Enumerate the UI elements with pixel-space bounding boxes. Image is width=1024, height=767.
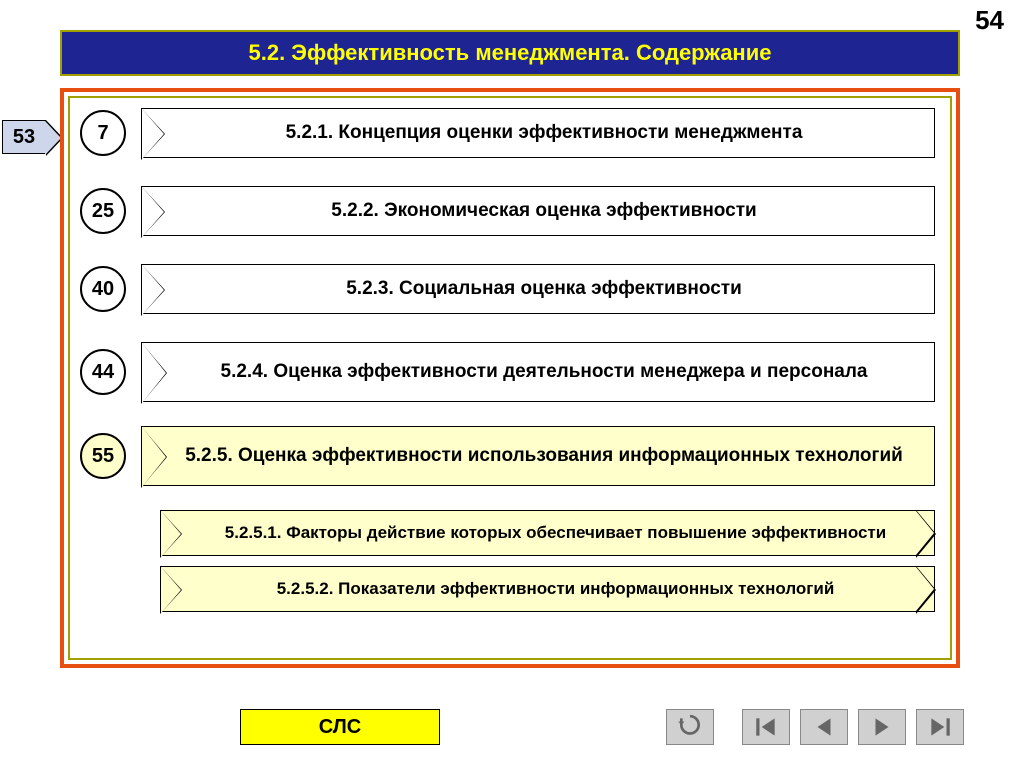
toc-subitem[interactable]: 5.2.5.2. Показатели эффективности информ… xyxy=(160,566,935,612)
return-icon xyxy=(677,714,703,740)
toc-item-label: 5.2.5. Оценка эффективности использовани… xyxy=(141,426,935,486)
toc-subitem-label: 5.2.5.1. Факторы действие которых обеспе… xyxy=(225,524,886,543)
prev-icon xyxy=(811,714,837,740)
toc-row[interactable]: 25 5.2.2. Экономическая оценка эффективн… xyxy=(80,186,935,236)
toc-item-label: 5.2.4. Оценка эффективности деятельности… xyxy=(141,342,935,402)
toc-subitem[interactable]: 5.2.5.1. Факторы действие которых обеспе… xyxy=(160,510,935,556)
content-frame: 7 5.2.1. Концепция оценки эффективности … xyxy=(60,88,960,668)
first-button[interactable] xyxy=(742,709,790,745)
page-ref-badge: 55 xyxy=(80,433,126,479)
sls-button[interactable]: СЛС xyxy=(240,709,440,745)
toc-row[interactable]: 44 5.2.4. Оценка эффективности деятельно… xyxy=(80,342,935,402)
toc-row[interactable]: 40 5.2.3. Социальная оценка эффективност… xyxy=(80,264,935,314)
page-ref-badge: 25 xyxy=(80,188,126,234)
toc-item-label: 5.2.2. Экономическая оценка эффективност… xyxy=(141,186,935,236)
toc-item-label: 5.2.1. Концепция оценки эффективности ме… xyxy=(141,108,935,158)
next-button[interactable] xyxy=(858,709,906,745)
last-icon xyxy=(927,714,953,740)
page-ref-badge: 7 xyxy=(80,110,126,156)
toc-row[interactable]: 55 5.2.5. Оценка эффективности использов… xyxy=(80,426,935,486)
page-ref-badge: 40 xyxy=(80,266,126,312)
section-title: 5.2. Эффективность менеджмента. Содержан… xyxy=(60,30,960,76)
toc-item-label: 5.2.3. Социальная оценка эффективности xyxy=(141,264,935,314)
first-icon xyxy=(753,714,779,740)
next-icon xyxy=(869,714,895,740)
toc-subitem-label: 5.2.5.2. Показатели эффективности информ… xyxy=(277,580,835,599)
page-number: 54 xyxy=(975,5,1004,36)
nav-bar: СЛС xyxy=(60,707,964,747)
prev-page-tab[interactable]: 53 xyxy=(2,120,46,154)
toc-row[interactable]: 7 5.2.1. Концепция оценки эффективности … xyxy=(80,108,935,158)
inner-frame: 7 5.2.1. Концепция оценки эффективности … xyxy=(68,96,952,660)
page-ref-badge: 44 xyxy=(80,349,126,395)
return-button[interactable] xyxy=(666,709,714,745)
last-button[interactable] xyxy=(916,709,964,745)
prev-button[interactable] xyxy=(800,709,848,745)
